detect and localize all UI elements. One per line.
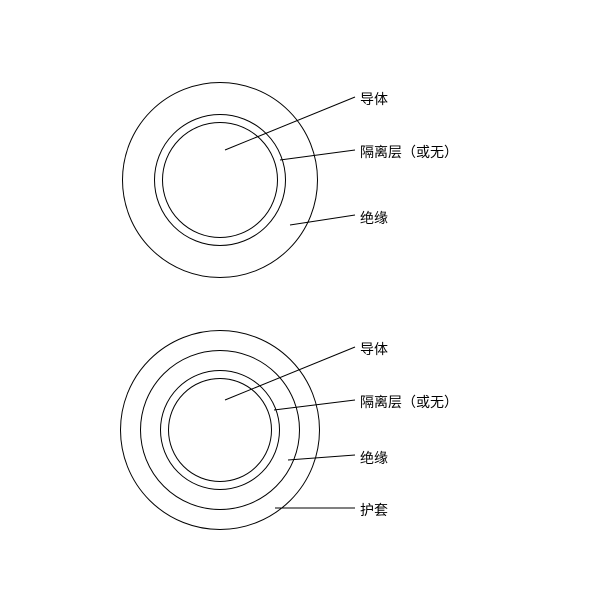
layer-label-0-0: 导体 <box>360 89 388 109</box>
layer-label-1-0: 导体 <box>360 339 388 359</box>
diagram-canvas: 导体隔离层（或无）绝缘导体隔离层（或无）绝缘护套 <box>0 0 600 600</box>
layer-label-1-1: 隔离层（或无） <box>360 392 458 412</box>
layer-circle-1-3 <box>168 378 272 482</box>
layer-circle-0-2 <box>162 122 278 238</box>
layer-label-0-1: 隔离层（或无） <box>360 142 458 162</box>
layer-label-1-3: 护套 <box>360 500 388 520</box>
leader-lines-svg <box>0 0 600 600</box>
layer-label-0-2: 绝缘 <box>360 208 388 228</box>
layer-label-1-2: 绝缘 <box>360 448 388 468</box>
